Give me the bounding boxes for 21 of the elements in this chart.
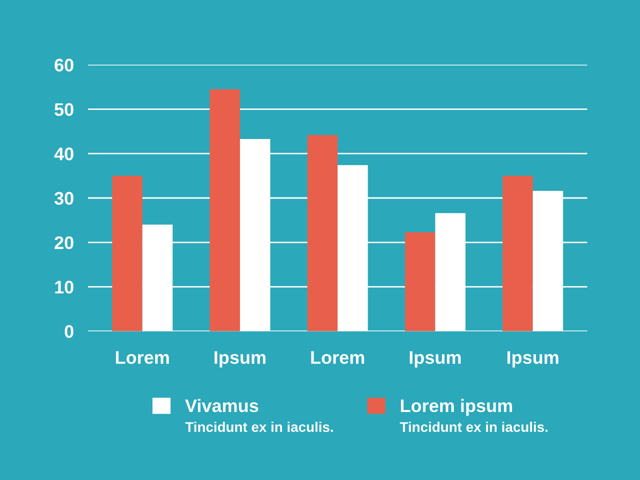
y-tick-label: 0: [64, 325, 74, 338]
y-tick-label: 20: [54, 236, 74, 250]
y-tick-label: 10: [55, 280, 74, 294]
text: Tincidunt ex in iaculis.: [185, 422, 333, 432]
legend-label: Lorem ipsum: [400, 398, 512, 416]
y-tick-label: 30: [54, 192, 74, 205]
legend-label: Vivamus: [185, 398, 258, 412]
bar: [210, 89, 240, 332]
y-tick-label: 60: [54, 58, 74, 72]
x-tick-label: Lorem: [116, 351, 169, 364]
x-tick-label: Ipsum: [507, 351, 558, 368]
x-tick-label: Ipsum: [214, 351, 266, 368]
x-tick-label: Lorem: [311, 351, 364, 364]
x-tick-label: Ipsum: [410, 351, 461, 368]
bar: [404, 232, 436, 332]
bar: [307, 134, 338, 332]
text: Tincidunt ex in iaculis.: [400, 422, 548, 432]
bar: [502, 176, 533, 332]
y-tick-label: 40: [54, 148, 74, 160]
y-tick-label: 50: [54, 103, 74, 116]
bar: [112, 176, 142, 332]
